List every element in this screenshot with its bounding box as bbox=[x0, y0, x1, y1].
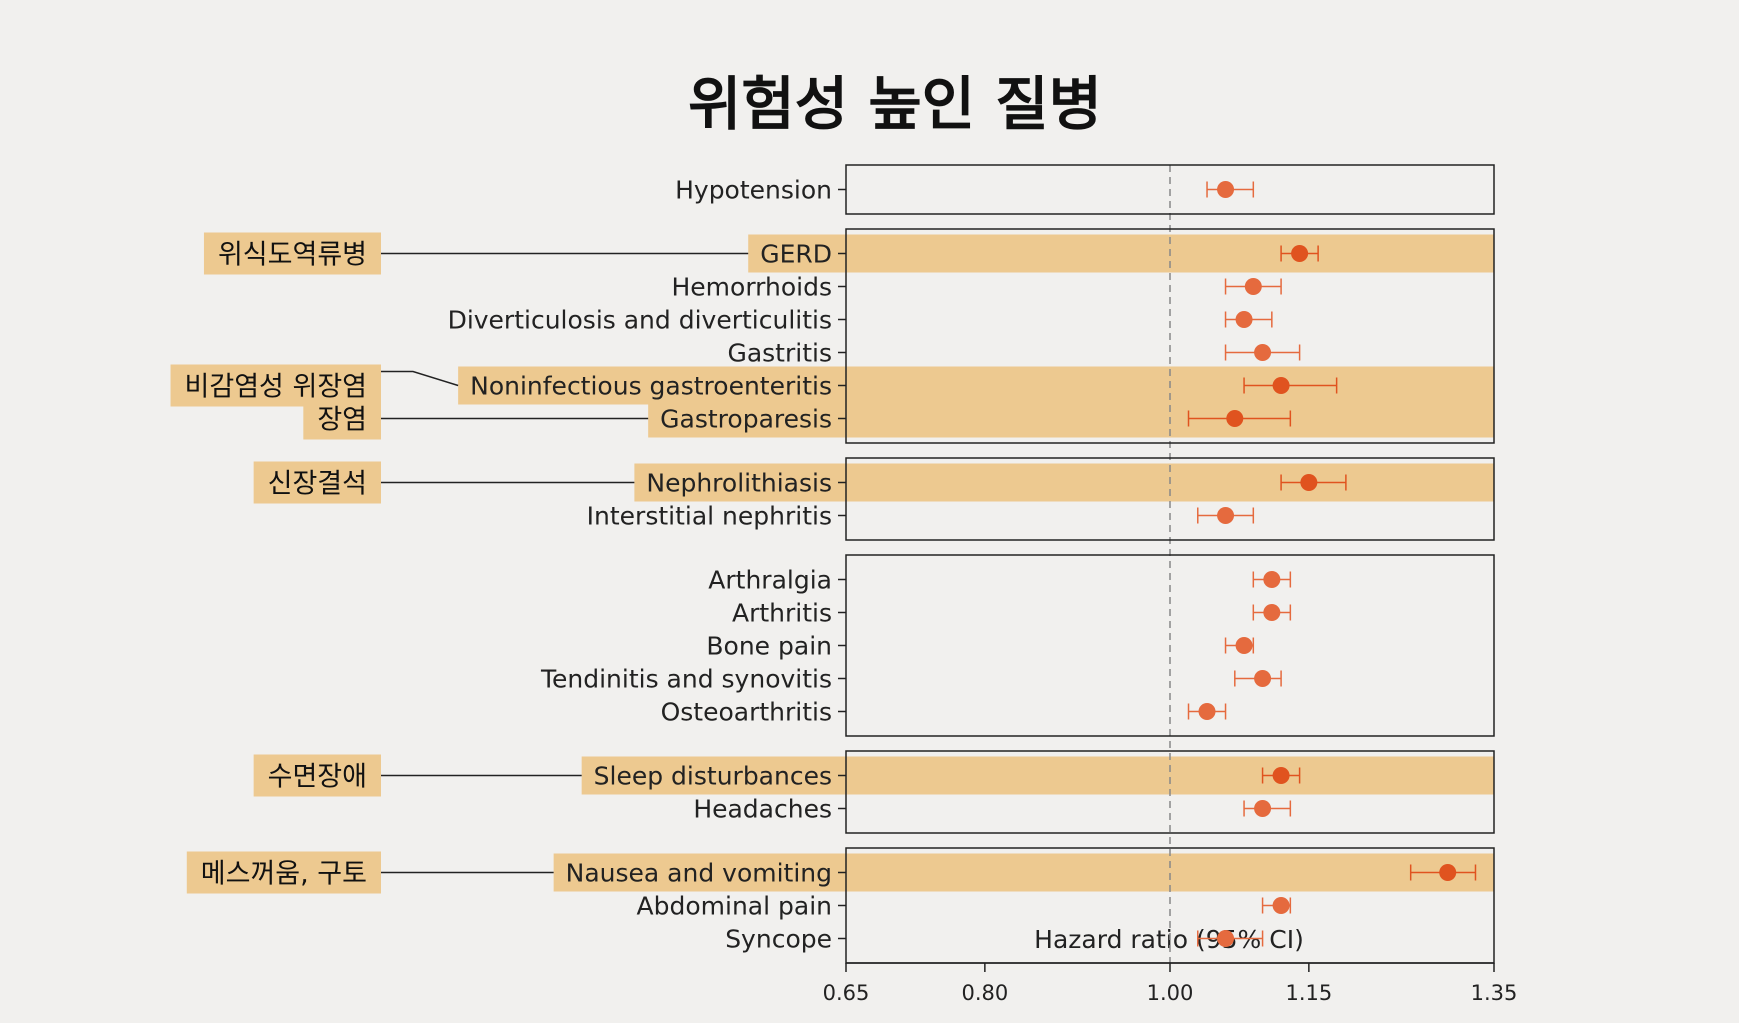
callout-label: 신장결석 bbox=[268, 469, 367, 500]
row-label: Abdominal pain bbox=[637, 892, 832, 921]
label-highlight bbox=[458, 366, 846, 405]
row-label: Hypotension bbox=[675, 176, 832, 205]
callout-box bbox=[253, 461, 381, 504]
row-label: Arthritis bbox=[732, 599, 832, 628]
hr-point bbox=[1198, 703, 1216, 720]
hr-point bbox=[1217, 181, 1235, 198]
x-axis-label: Hazard ratio (95% CI) bbox=[1034, 925, 1304, 954]
row-label: Headaches bbox=[693, 795, 832, 824]
label-highlight bbox=[553, 853, 846, 892]
x-tick-label: 0.65 bbox=[823, 981, 870, 1005]
hr-point bbox=[1217, 930, 1235, 947]
callout-label: 장염 bbox=[317, 405, 367, 436]
hr-point bbox=[1244, 278, 1262, 295]
x-tick-label: 0.80 bbox=[961, 981, 1008, 1005]
group-frame bbox=[845, 228, 1495, 444]
hr-point bbox=[1235, 637, 1253, 654]
callout-connector bbox=[381, 370, 459, 387]
callout-box bbox=[253, 754, 381, 797]
callout-label: 수면장애 bbox=[268, 762, 367, 793]
highlight-band bbox=[846, 756, 1494, 795]
row-label: Interstitial nephritis bbox=[587, 502, 832, 531]
row-label: Gastroparesis bbox=[660, 405, 832, 434]
row-label: Arthralgia bbox=[708, 566, 832, 595]
callout-label: 위식도역류병 bbox=[218, 240, 367, 271]
hr-point bbox=[1263, 571, 1281, 588]
label-highlight bbox=[581, 756, 846, 795]
x-tick-label: 1.00 bbox=[1147, 981, 1194, 1005]
hr-point bbox=[1254, 670, 1272, 687]
hr-point bbox=[1235, 311, 1253, 328]
callout-label: 메스꺼움, 구토 bbox=[201, 859, 367, 890]
hr-point bbox=[1254, 344, 1272, 361]
hr-point bbox=[1226, 410, 1244, 427]
label-highlight bbox=[748, 234, 846, 273]
row-label: Hemorrhoids bbox=[672, 273, 833, 302]
row-label: Nephrolithiasis bbox=[646, 469, 832, 498]
row-label: Noninfectious gastroenteritis bbox=[470, 372, 832, 401]
row-label: GERD bbox=[760, 240, 832, 269]
hr-point bbox=[1272, 377, 1290, 394]
group-frame bbox=[845, 750, 1495, 834]
hr-point bbox=[1217, 507, 1235, 524]
x-tick-label: 1.15 bbox=[1285, 981, 1332, 1005]
row-label: Bone pain bbox=[706, 632, 832, 661]
hr-point bbox=[1300, 474, 1318, 491]
row-label: Tendinitis and synovitis bbox=[540, 665, 832, 694]
row-label: Syncope bbox=[725, 925, 832, 954]
callout-label: 비감염성 위장염 bbox=[185, 372, 367, 403]
hr-point bbox=[1254, 800, 1272, 817]
label-highlight bbox=[634, 463, 846, 502]
hr-point bbox=[1291, 245, 1309, 262]
hr-point bbox=[1439, 864, 1457, 881]
row-label: Osteoarthritis bbox=[661, 698, 832, 727]
label-highlight bbox=[648, 399, 846, 438]
x-tick-label: 1.35 bbox=[1471, 981, 1518, 1005]
row-label: Sleep disturbances bbox=[594, 762, 832, 791]
hr-point bbox=[1272, 767, 1290, 784]
callout-box bbox=[186, 851, 381, 894]
callout-box bbox=[203, 232, 381, 275]
callout-box bbox=[303, 397, 381, 440]
hr-point bbox=[1263, 604, 1281, 621]
row-label: Diverticulosis and diverticulitis bbox=[448, 306, 832, 335]
chart-title: 위험성 높인 질병 bbox=[688, 70, 1102, 138]
row-label: Nausea and vomiting bbox=[566, 859, 832, 888]
hr-point bbox=[1272, 897, 1290, 914]
row-label: Gastritis bbox=[727, 339, 832, 368]
group-frame bbox=[845, 457, 1495, 541]
